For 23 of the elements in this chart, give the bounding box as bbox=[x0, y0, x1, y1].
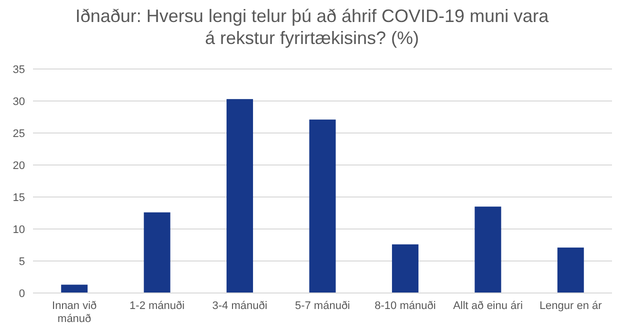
x-tick-label: Allt að einu ári bbox=[453, 300, 523, 312]
y-tick-label: 30 bbox=[12, 96, 25, 108]
y-tick-label: 20 bbox=[12, 160, 25, 172]
x-tick-label: Lengur en ár bbox=[539, 300, 602, 312]
bar bbox=[474, 206, 502, 293]
x-tick-label: 8-10 mánuði bbox=[374, 300, 436, 312]
y-tick-label: 25 bbox=[12, 128, 25, 140]
x-tick-label: Innan við mánuð bbox=[52, 300, 97, 325]
chart-title: Iðnaður: Hversu lengi telur þú að áhrif COVID-19 muni vara á rekstur fyrirtækisins? (%) bbox=[75, 6, 550, 48]
x-tick-label: 5-7 mánuði bbox=[294, 300, 350, 312]
y-tick-label: 10 bbox=[12, 224, 25, 236]
y-tick-label: 15 bbox=[12, 192, 25, 204]
bar bbox=[392, 244, 418, 293]
x-tick-label: 3-4 mánuði bbox=[212, 300, 268, 312]
bar bbox=[61, 284, 88, 293]
x-tick-label: 1-2 mánuði bbox=[130, 300, 185, 312]
bar bbox=[144, 212, 170, 293]
y-tick-label: 35 bbox=[12, 64, 25, 76]
bar bbox=[226, 99, 254, 293]
y-tick-label: 0 bbox=[18, 288, 25, 300]
bar bbox=[309, 120, 336, 293]
bar bbox=[557, 248, 584, 293]
y-tick-label: 5 bbox=[18, 256, 25, 268]
